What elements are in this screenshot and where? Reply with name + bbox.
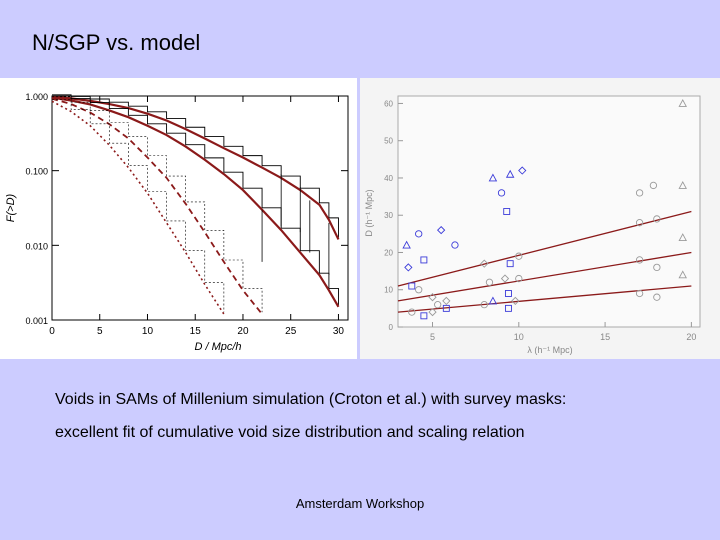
void-size-distribution-figure: 0 5 10 15 20 25 30 1.000 0.100 0.010 0.001 D / Mpc/… bbox=[0, 78, 357, 359]
data-point-triangle bbox=[678, 233, 687, 242]
data-histogram-3 bbox=[52, 96, 263, 313]
data-point-diamond bbox=[428, 293, 437, 302]
data-point-circle bbox=[415, 286, 423, 294]
data-point-circle bbox=[408, 308, 416, 316]
data-point-circle bbox=[653, 263, 661, 272]
data-point-square bbox=[504, 290, 512, 297]
y-tick-label: 0.001 bbox=[25, 316, 48, 326]
data-point-diamond bbox=[511, 296, 520, 306]
data-point-circle bbox=[649, 181, 658, 190]
data-point-circle bbox=[434, 300, 442, 309]
x-tick-label: 0 bbox=[49, 326, 55, 337]
x-tick-label: 20 bbox=[686, 332, 696, 342]
y-tick-label: 50 bbox=[384, 137, 393, 146]
data-point-triangle bbox=[678, 270, 687, 279]
model-curve-2 bbox=[51, 96, 340, 308]
fit-line-3 bbox=[397, 285, 692, 313]
y-tick-label: 0.100 bbox=[25, 167, 48, 177]
x-axis-label: λ (h⁻¹ Mpc) bbox=[527, 345, 572, 355]
data-point-circle bbox=[415, 230, 423, 238]
y-tick-label: 30 bbox=[384, 211, 393, 220]
data-point-circle bbox=[635, 219, 644, 227]
y-axis-label: F(>D) bbox=[5, 193, 17, 222]
footer-text: Amsterdam Workshop bbox=[295, 496, 425, 511]
void-size-distribution-chart: 0 5 10 15 20 25 30 1.000 0.100 0.010 0.001 D / Mpc/… bbox=[5, 92, 349, 353]
data-histogram-2 bbox=[52, 95, 339, 305]
data-point-diamond bbox=[500, 274, 510, 283]
data-point-diamond bbox=[404, 263, 413, 272]
plot-frame bbox=[51, 95, 349, 321]
caption-line-1: Voids in SAMs of Millenium simulation (C… bbox=[55, 391, 567, 408]
scaling-relation-figure: 5 10 15 20 0 10 20 30 40 50 60 λ (h⁻¹ Mpc) D (h⁻¹ Mp… bbox=[360, 78, 720, 359]
data-point-square bbox=[420, 312, 428, 320]
data-point-diamond bbox=[442, 296, 451, 306]
y-tick-label: 60 bbox=[384, 99, 393, 108]
data-point-square bbox=[504, 304, 512, 312]
data-point-circle bbox=[653, 215, 661, 223]
x-tick-label: 5 bbox=[430, 332, 435, 342]
data-point-circle bbox=[497, 189, 506, 197]
plot-frame bbox=[397, 95, 701, 328]
y-tick-label: 0.010 bbox=[25, 241, 48, 251]
data-point-square bbox=[503, 208, 511, 215]
x-tick-label: 15 bbox=[600, 332, 610, 342]
data-point-circle bbox=[485, 278, 494, 286]
data-point-circle bbox=[480, 300, 488, 309]
data-point-triangle bbox=[505, 169, 515, 178]
y-tick-label: 20 bbox=[384, 248, 393, 257]
slide-title: N/SGP vs. model bbox=[32, 30, 201, 55]
data-point-triangle bbox=[678, 99, 687, 107]
data-point-diamond bbox=[428, 307, 437, 317]
data-histogram-4 bbox=[52, 99, 225, 313]
x-tick-label: 10 bbox=[514, 332, 524, 342]
y-axis-label: D (h⁻¹ Mpc) bbox=[364, 189, 374, 236]
data-point-circle bbox=[635, 289, 644, 298]
title-band: N/SGP vs. model bbox=[0, 0, 720, 78]
data-point-square bbox=[420, 256, 428, 264]
data-point-circle bbox=[515, 252, 523, 260]
y-tick-label: 10 bbox=[384, 286, 393, 295]
data-point-diamond bbox=[437, 225, 446, 235]
data-point-triangle bbox=[488, 173, 498, 182]
data-point-square bbox=[442, 304, 450, 312]
data-point-circle bbox=[635, 256, 644, 264]
x-tick-label: 10 bbox=[142, 326, 154, 337]
data-point-triangle bbox=[402, 240, 411, 249]
x-tick-label: 20 bbox=[237, 326, 249, 337]
x-axis-label: D / Mpc/h bbox=[194, 341, 241, 353]
data-point-square bbox=[506, 260, 514, 268]
data-point-circle bbox=[635, 189, 644, 197]
model-curve-4 bbox=[51, 100, 225, 315]
y-tick-label: 40 bbox=[384, 174, 393, 183]
data-point-circle bbox=[653, 293, 661, 301]
x-tick-label: 25 bbox=[285, 326, 297, 337]
data-point-circle bbox=[451, 241, 459, 249]
y-tick-label: 0 bbox=[389, 323, 394, 332]
data-point-triangle bbox=[678, 180, 687, 189]
data-point-diamond bbox=[480, 259, 489, 268]
scaling-relation-chart: 5 10 15 20 0 10 20 30 40 50 60 λ (h⁻¹ Mpc) D (h⁻¹ Mp… bbox=[364, 95, 701, 355]
x-tick-label: 15 bbox=[190, 326, 202, 337]
y-tick-label: 1.000 bbox=[25, 92, 48, 102]
data-point-circle bbox=[515, 274, 523, 283]
caption-line-2: excellent fit of cumulative void size di… bbox=[55, 424, 525, 441]
x-tick-label: 30 bbox=[333, 326, 345, 337]
data-point-triangle bbox=[488, 296, 498, 305]
x-tick-label: 5 bbox=[97, 326, 103, 337]
data-histogram-1 bbox=[52, 94, 339, 238]
data-point-square bbox=[408, 282, 416, 290]
data-point-diamond bbox=[518, 166, 527, 175]
